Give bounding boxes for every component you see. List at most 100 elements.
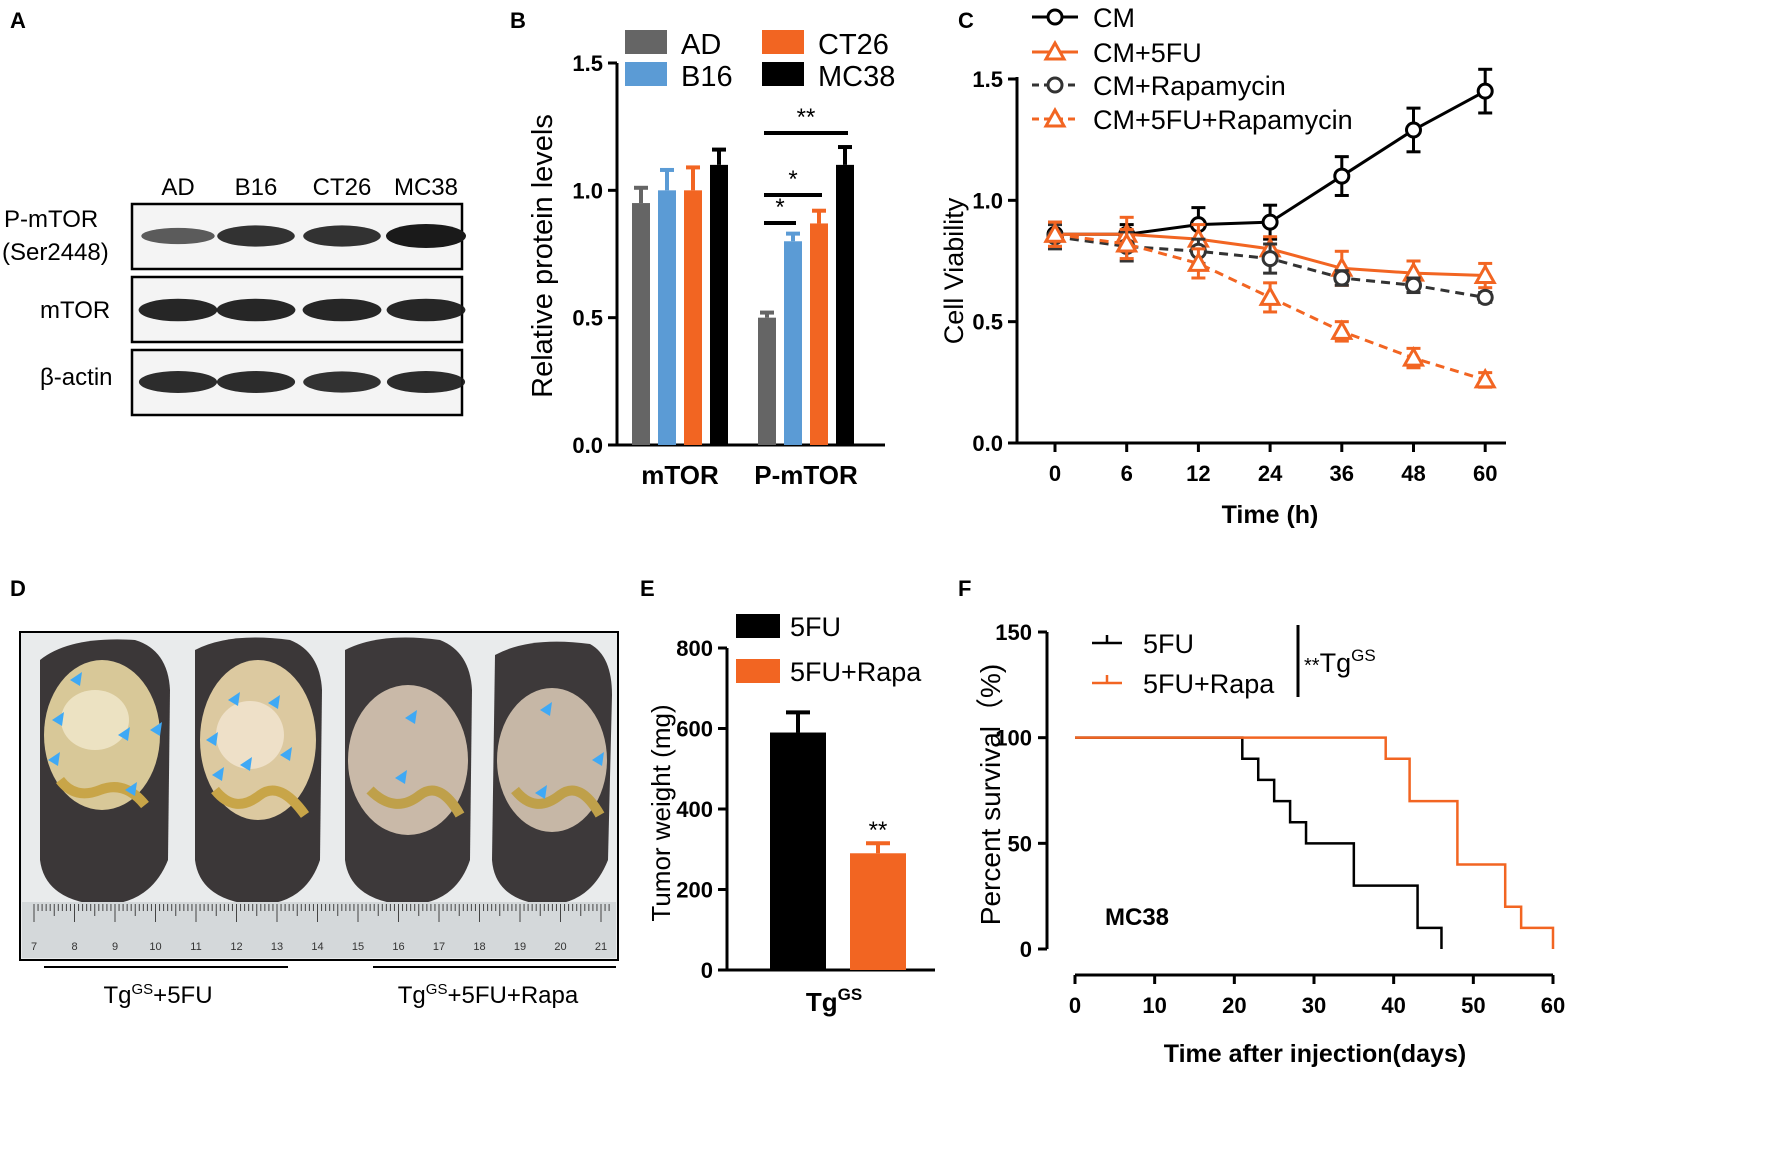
data-point <box>1261 213 1279 231</box>
significance-label: ** <box>869 817 888 844</box>
data-point <box>1046 8 1064 26</box>
western-blot-band <box>386 371 466 393</box>
group-label-5fu: TgGS+5FU <box>103 981 212 1009</box>
panel-letter: D <box>10 576 26 601</box>
panel-letter: E <box>640 576 655 601</box>
arrow-icon <box>228 692 240 706</box>
y-tick-label: 1.5 <box>972 67 1003 92</box>
line-chart-viability: 0.0 0.5 1.0 1.5 0 6 12 24 36 48 60 Time (h) Cell Via… <box>939 3 1506 529</box>
ruler-number: 13 <box>271 941 283 953</box>
y-tick-label: 100 <box>995 726 1032 751</box>
data-point <box>1046 76 1064 94</box>
x-tick-label: 60 <box>1541 993 1565 1018</box>
panel-f: F 0 50 100 150 0 10 20 30 40 50 60 Time after injec… <box>958 576 1565 1068</box>
y-axis-label: Percent survival（%) <box>975 664 1006 925</box>
arrow-icon <box>48 752 60 766</box>
mouse-photo: 7 8 9 10 11 12 13 14 15 16 17 18 19 20 21 <box>19 631 619 961</box>
survival-curve-5FU <box>1075 736 1443 949</box>
x-tick-label: TgGS <box>806 985 862 1017</box>
x-tick-label: 20 <box>1222 993 1246 1018</box>
bar-AD <box>632 203 650 445</box>
ruler-number: 7 <box>31 941 37 953</box>
arrow-icon <box>52 712 64 726</box>
x-tick-label: mTOR <box>641 460 719 490</box>
x-tick-label: 0 <box>1069 993 1081 1018</box>
ruler <box>22 902 616 958</box>
x-tick-label: 50 <box>1461 993 1485 1018</box>
blot-bands <box>138 224 466 393</box>
data-point <box>1476 82 1494 100</box>
legend-label: AD <box>681 29 721 61</box>
ruler-number: 20 <box>554 941 566 953</box>
blot-label: P-mTOR <box>4 206 98 233</box>
lane-label: CT26 <box>313 174 372 201</box>
ruler-ticks: 7 8 9 10 11 12 13 14 15 16 17 18 19 20 21 <box>31 904 610 953</box>
y-tick-label: 0.0 <box>572 433 603 458</box>
blot-label: β-actin <box>40 364 113 391</box>
western-blot-band <box>386 224 466 248</box>
y-tick-label: 200 <box>676 878 713 903</box>
arrow-icon <box>150 722 162 736</box>
data-point <box>1473 263 1497 285</box>
lane-label: B16 <box>235 174 278 201</box>
x-tick-label: 0 <box>1049 461 1061 486</box>
y-tick-label: 0 <box>1020 937 1032 962</box>
bar-5FU <box>770 732 826 970</box>
bar-MC38 <box>710 164 728 445</box>
ruler-number: 14 <box>311 941 323 953</box>
legend-swatch <box>736 614 780 638</box>
bar-B16 <box>784 241 802 445</box>
panel-b: B 0.0 0.5 1.0 1.5 Relative protein levels mTO… <box>510 8 895 490</box>
western-blot-band <box>216 371 296 393</box>
data-point <box>1261 250 1279 268</box>
intestine <box>511 785 605 818</box>
x-tick-label: 12 <box>1186 461 1210 486</box>
y-axis-label: Relative protein levels <box>527 114 559 398</box>
ruler-number: 9 <box>112 941 118 953</box>
intestine <box>366 785 465 818</box>
cohort-annotation: MC38 <box>1105 904 1169 931</box>
panel-letter: B <box>510 8 526 33</box>
western-blot-band <box>216 298 296 322</box>
ruler-number: 15 <box>352 941 364 953</box>
data-point <box>1333 167 1351 185</box>
bar-CT26 <box>684 190 702 445</box>
x-tick-label: 6 <box>1121 461 1133 486</box>
legend-label: CM <box>1093 3 1135 33</box>
panel-letter: C <box>958 8 974 33</box>
western-blot-band <box>217 225 295 247</box>
western-blot-band <box>138 298 218 322</box>
legend-label: CM+5FU <box>1093 38 1202 68</box>
x-tick-label: 40 <box>1381 993 1405 1018</box>
bar-5FU+Rapa <box>850 853 906 970</box>
arrow-icon <box>405 710 417 724</box>
arrow-icon <box>535 785 547 799</box>
western-blot-band <box>302 298 382 322</box>
significance-label: * <box>775 194 784 221</box>
bar-MC38 <box>836 164 854 445</box>
x-tick-label: 36 <box>1330 461 1354 486</box>
legend-swatch <box>625 30 667 54</box>
x-axis-label: Time (h) <box>1222 501 1319 529</box>
ruler-number: 8 <box>71 941 77 953</box>
y-tick-label: 0 <box>701 958 713 983</box>
legend-label: B16 <box>681 61 733 93</box>
y-tick-label: 1.5 <box>572 51 603 76</box>
y-tick-label: 0.0 <box>972 431 1003 456</box>
data-point <box>1401 346 1426 367</box>
lane-label: MC38 <box>394 174 458 201</box>
legend-swatch <box>736 659 780 683</box>
y-tick-label: 0.5 <box>972 310 1003 335</box>
legend-label: CT26 <box>818 29 889 61</box>
ruler-number: 10 <box>149 941 161 953</box>
ruler-number: 11 <box>190 941 201 953</box>
intestine <box>211 785 310 818</box>
data-point <box>1258 285 1282 306</box>
data-point <box>1405 121 1422 139</box>
arrow-icon <box>70 672 82 686</box>
data-point <box>1405 276 1422 294</box>
lane-labels: AD B16 CT26 MC38 <box>161 174 458 201</box>
survival-chart: 0 50 100 150 0 10 20 30 40 50 60 Time after injecti… <box>975 620 1565 1068</box>
arrow-icon <box>280 747 292 761</box>
blot-row-labels: P-mTOR (Ser2448) mTOR β-actin <box>2 206 113 391</box>
